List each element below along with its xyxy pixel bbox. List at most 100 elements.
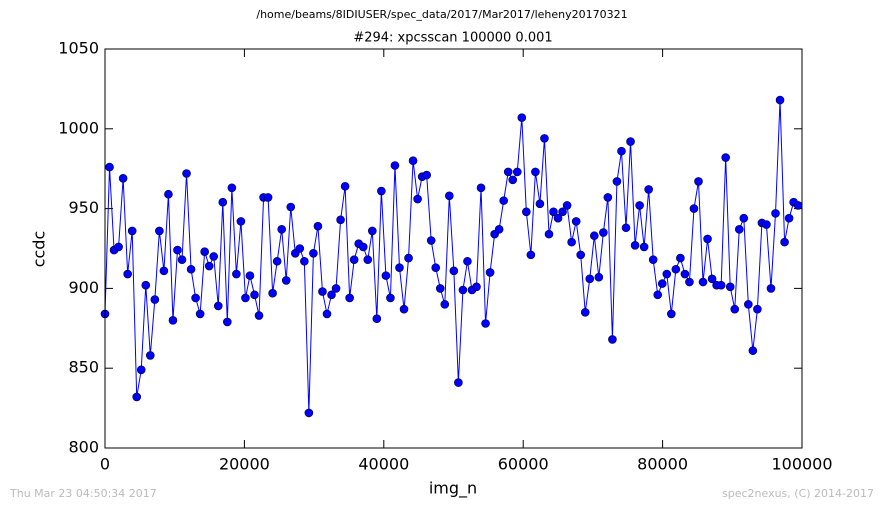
point [186,264,196,274]
point [522,207,531,217]
point [435,284,445,293]
point [408,156,418,166]
point [164,189,173,199]
point [250,290,259,300]
point [223,317,232,327]
suptitle: /home/beams/8IDIUSER/spec_data/2017/Mar2… [256,8,627,21]
point [698,277,708,287]
point [449,266,459,276]
point [322,309,332,319]
footer-left: Thu Mar 23 04:50:34 2017 [9,487,157,500]
point [703,234,712,244]
point [358,242,368,252]
series-line [104,100,799,413]
point [784,213,794,223]
point [363,255,373,264]
point [621,223,631,233]
point [336,215,345,225]
point [191,293,200,303]
point [707,274,717,284]
point [680,269,690,279]
y-tick-label: 950 [68,198,99,217]
point [739,213,749,223]
point [318,287,327,296]
point [526,250,536,260]
chart-title: #294: xpcsscan 100000 0.001 [353,31,552,46]
point [213,301,223,311]
point [676,253,685,263]
point [177,255,187,264]
point [517,113,527,122]
point [734,225,744,234]
point [454,378,463,387]
point [653,290,663,300]
point [562,201,572,210]
point [494,225,504,234]
point [209,252,219,261]
point [639,242,649,252]
x-tick-label: 100000 [771,455,832,474]
point [771,209,780,218]
point [245,271,255,280]
point [744,300,753,309]
point [481,319,490,328]
y-tick-label: 1050 [58,39,99,58]
point [503,167,513,177]
y-axis-label: ccdc [30,231,49,268]
point [458,285,468,295]
y-tick-label: 800 [68,438,99,457]
point [544,229,554,239]
point [349,255,359,264]
y-tick-label: 850 [68,358,99,377]
point [200,247,209,256]
point [512,167,522,177]
point [644,185,653,194]
point [793,201,803,210]
point [173,245,182,255]
point [340,181,350,191]
point [155,226,164,236]
point [227,183,237,193]
point [331,284,341,293]
y-tick-label: 1000 [58,118,99,137]
point [472,282,481,292]
point [132,392,142,402]
point [204,261,214,271]
point [118,173,128,183]
point [648,255,658,264]
point [440,300,450,309]
x-tick-label: 40000 [358,455,409,474]
point [753,304,762,314]
point [395,263,404,272]
point [377,186,386,196]
point [105,162,114,172]
point [694,177,703,186]
point [667,309,676,319]
x-tick-label: 0 [100,455,110,474]
point [114,242,123,252]
point [345,293,354,303]
point [426,236,436,245]
point [689,204,699,213]
point [150,295,160,304]
point [168,316,178,325]
point [585,274,595,284]
point [576,250,586,260]
point [571,217,581,226]
point [716,280,726,290]
point [300,256,309,266]
point [327,290,336,300]
point [146,351,155,360]
point [141,280,151,290]
point [313,221,323,231]
point [780,237,789,247]
point [558,207,567,217]
point [748,346,758,355]
point [218,197,228,207]
point [286,202,296,212]
point [295,244,305,253]
point [685,277,694,287]
point [608,335,617,344]
point [195,309,205,319]
